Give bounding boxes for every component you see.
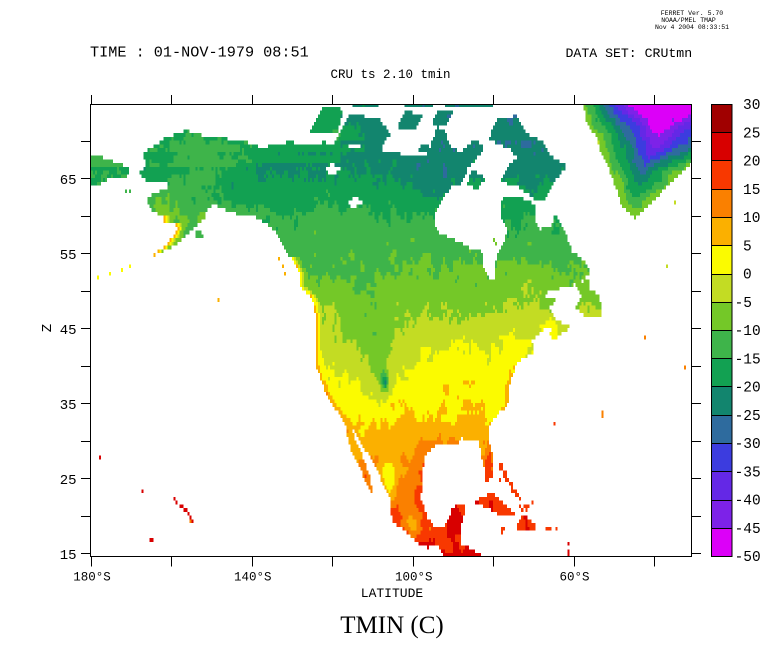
svg-text:100°S: 100°S (395, 571, 433, 585)
svg-text:-5: -5 (735, 296, 752, 312)
svg-text:TMIN (C): TMIN (C) (340, 612, 443, 639)
svg-text:15: 15 (743, 183, 760, 199)
svg-text:60°S: 60°S (559, 571, 589, 585)
svg-text:35: 35 (60, 398, 77, 414)
svg-text:DATA SET: CRUtmn: DATA SET: CRUtmn (566, 46, 693, 61)
svg-text:TIME : 01-NOV-1979 08:51: TIME : 01-NOV-1979 08:51 (90, 44, 309, 62)
svg-text:10: 10 (743, 211, 760, 227)
svg-text:180°S: 180°S (73, 571, 111, 585)
svg-text:Z: Z (40, 324, 56, 332)
svg-text:-10: -10 (735, 324, 761, 340)
svg-text:25: 25 (743, 126, 760, 142)
svg-text:15: 15 (60, 548, 77, 564)
svg-text:65: 65 (60, 173, 77, 189)
svg-text:-40: -40 (735, 494, 761, 510)
svg-text:55: 55 (60, 248, 77, 264)
svg-text:-45: -45 (735, 522, 761, 538)
svg-text:-35: -35 (735, 465, 761, 481)
svg-text:Nov 4 2004 08:33:51: Nov 4 2004 08:33:51 (655, 24, 729, 31)
svg-text:-30: -30 (735, 437, 761, 453)
svg-text:-25: -25 (735, 409, 761, 425)
svg-text:0: 0 (743, 268, 752, 284)
svg-text:25: 25 (60, 473, 77, 489)
svg-text:FERRET Ver. 5.70: FERRET Ver. 5.70 (661, 10, 724, 17)
svg-text:-20: -20 (735, 381, 761, 397)
svg-text:140°S: 140°S (234, 571, 272, 585)
svg-text:5: 5 (743, 239, 752, 255)
svg-text:NOAA/PMEL TMAP: NOAA/PMEL TMAP (661, 17, 716, 24)
svg-text:30: 30 (743, 98, 760, 114)
svg-text:20: 20 (743, 155, 760, 171)
svg-text:-15: -15 (735, 352, 761, 368)
svg-text:-50: -50 (735, 550, 761, 566)
svg-text:45: 45 (60, 323, 77, 339)
svg-text:LATITUDE: LATITUDE (361, 586, 424, 601)
svg-text:CRU ts 2.10 tmin: CRU ts 2.10 tmin (330, 68, 450, 82)
